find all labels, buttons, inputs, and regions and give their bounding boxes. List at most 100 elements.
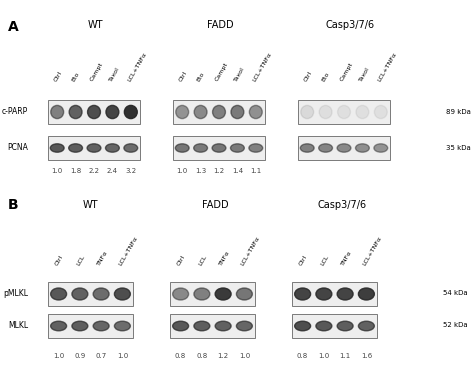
- Text: 1.0: 1.0: [318, 353, 329, 359]
- Text: 1.1: 1.1: [250, 168, 262, 174]
- Text: LCL+TNFα: LCL+TNFα: [376, 51, 397, 82]
- Text: Taxol: Taxol: [233, 66, 246, 82]
- Text: 3.2: 3.2: [125, 168, 137, 174]
- Text: LCL+TNFα: LCL+TNFα: [362, 236, 383, 267]
- Ellipse shape: [173, 321, 189, 331]
- Ellipse shape: [194, 106, 207, 119]
- Ellipse shape: [319, 106, 332, 119]
- Text: WT: WT: [87, 20, 103, 30]
- Text: pMLKL: pMLKL: [3, 289, 28, 298]
- Text: Ctrl: Ctrl: [176, 255, 186, 267]
- Text: Taxol: Taxol: [358, 66, 370, 82]
- Text: TNFα: TNFα: [97, 250, 109, 267]
- Text: 0.8: 0.8: [175, 353, 186, 359]
- Ellipse shape: [106, 106, 119, 119]
- Text: Casp3/7/6: Casp3/7/6: [318, 200, 366, 210]
- Text: WT: WT: [82, 200, 98, 210]
- Text: 1.0: 1.0: [53, 353, 64, 359]
- Ellipse shape: [374, 106, 387, 119]
- FancyBboxPatch shape: [292, 314, 377, 338]
- FancyBboxPatch shape: [48, 136, 140, 160]
- Text: LCL+TNFα: LCL+TNFα: [240, 236, 261, 267]
- Ellipse shape: [215, 288, 231, 300]
- Text: 0.7: 0.7: [95, 353, 107, 359]
- FancyBboxPatch shape: [48, 282, 133, 306]
- Text: Campt: Campt: [215, 61, 229, 82]
- Text: 1.3: 1.3: [195, 168, 206, 174]
- Ellipse shape: [106, 144, 119, 152]
- FancyBboxPatch shape: [173, 100, 265, 124]
- Ellipse shape: [124, 106, 137, 119]
- Ellipse shape: [114, 288, 130, 300]
- Text: 1.0: 1.0: [177, 168, 188, 174]
- Text: 89 kDa: 89 kDa: [446, 109, 471, 115]
- Text: 1.0: 1.0: [117, 353, 128, 359]
- Ellipse shape: [69, 144, 82, 152]
- Ellipse shape: [295, 321, 310, 331]
- Text: B: B: [8, 198, 18, 212]
- FancyBboxPatch shape: [173, 136, 265, 160]
- Ellipse shape: [93, 321, 109, 331]
- Text: LCL: LCL: [319, 255, 329, 267]
- Ellipse shape: [358, 321, 374, 331]
- Ellipse shape: [212, 106, 226, 119]
- FancyBboxPatch shape: [298, 100, 390, 124]
- Text: 1.8: 1.8: [70, 168, 81, 174]
- Ellipse shape: [88, 106, 100, 119]
- Text: Casp3/7/6: Casp3/7/6: [326, 20, 374, 30]
- Text: c-PARP: c-PARP: [2, 107, 28, 116]
- Text: Eto: Eto: [196, 71, 206, 82]
- Ellipse shape: [337, 321, 353, 331]
- Text: LCL+TNFα: LCL+TNFα: [127, 51, 147, 82]
- Text: LCL: LCL: [75, 255, 86, 267]
- Ellipse shape: [69, 106, 82, 119]
- Ellipse shape: [374, 144, 388, 152]
- Ellipse shape: [316, 288, 332, 300]
- Ellipse shape: [301, 106, 314, 119]
- Text: Ctrl: Ctrl: [178, 70, 188, 82]
- Ellipse shape: [356, 144, 369, 152]
- Text: Ctrl: Ctrl: [53, 70, 63, 82]
- Ellipse shape: [51, 288, 66, 300]
- Text: Campt: Campt: [340, 61, 355, 82]
- Ellipse shape: [72, 321, 88, 331]
- Ellipse shape: [358, 288, 374, 300]
- Text: 52 kDa: 52 kDa: [443, 322, 468, 328]
- FancyBboxPatch shape: [48, 100, 140, 124]
- Text: 1.0: 1.0: [52, 168, 63, 174]
- Text: MLKL: MLKL: [8, 320, 28, 329]
- Ellipse shape: [51, 106, 64, 119]
- Text: FADD: FADD: [202, 200, 228, 210]
- Ellipse shape: [249, 144, 263, 152]
- Text: Taxol: Taxol: [108, 66, 120, 82]
- Ellipse shape: [215, 321, 231, 331]
- Text: 1.0: 1.0: [239, 353, 250, 359]
- Text: FADD: FADD: [207, 20, 233, 30]
- FancyBboxPatch shape: [292, 282, 377, 306]
- Ellipse shape: [249, 106, 262, 119]
- Text: A: A: [8, 20, 19, 34]
- Text: Eto: Eto: [321, 71, 331, 82]
- Ellipse shape: [114, 321, 130, 331]
- Text: 35 kDa: 35 kDa: [446, 145, 471, 151]
- Text: 0.8: 0.8: [297, 353, 308, 359]
- Text: 1.2: 1.2: [213, 168, 225, 174]
- Ellipse shape: [194, 288, 210, 300]
- Ellipse shape: [356, 106, 369, 119]
- Text: 1.1: 1.1: [339, 353, 351, 359]
- Ellipse shape: [237, 288, 252, 300]
- Text: Campt: Campt: [90, 61, 104, 82]
- Ellipse shape: [295, 288, 310, 300]
- Text: 1.2: 1.2: [218, 353, 228, 359]
- Ellipse shape: [316, 321, 332, 331]
- Text: 1.6: 1.6: [361, 353, 372, 359]
- Text: 2.4: 2.4: [107, 168, 118, 174]
- Text: LCL: LCL: [198, 255, 208, 267]
- Ellipse shape: [72, 288, 88, 300]
- Ellipse shape: [230, 144, 244, 152]
- Ellipse shape: [212, 144, 226, 152]
- Text: PCNA: PCNA: [7, 144, 28, 152]
- Text: TNFα: TNFα: [341, 250, 353, 267]
- Text: Ctrl: Ctrl: [303, 70, 313, 82]
- Text: TNFα: TNFα: [219, 250, 231, 267]
